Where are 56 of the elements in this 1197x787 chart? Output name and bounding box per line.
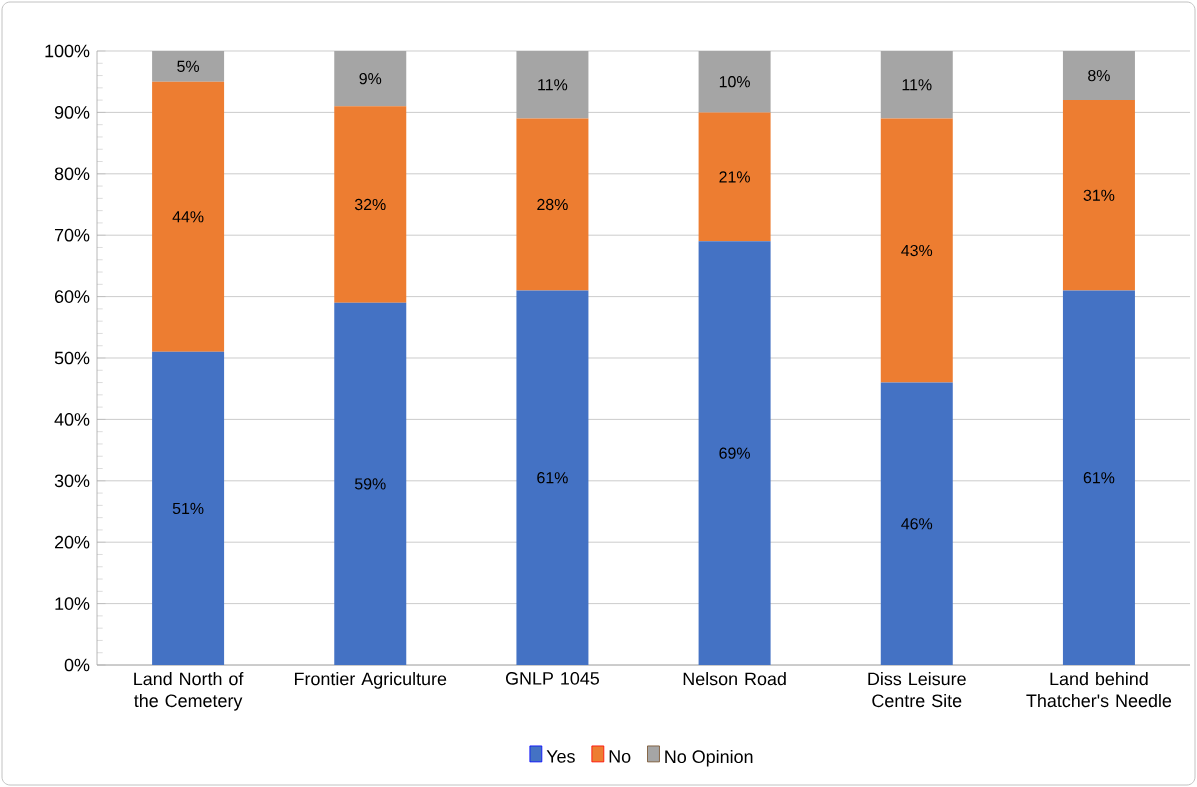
data-label: 31%: [1083, 189, 1115, 201]
y-tick-label: 0%: [64, 658, 90, 672]
bar: [152, 351, 225, 665]
data-label: 59%: [354, 478, 386, 490]
y-tick-label: 70%: [54, 228, 90, 242]
data-label: 21%: [719, 171, 750, 183]
data-label: 11%: [538, 79, 568, 91]
data-label: 32%: [354, 198, 386, 211]
bar: [334, 50, 407, 107]
bar: [880, 382, 953, 665]
y-tick-label: 10%: [55, 597, 90, 610]
data-label: 61%: [1083, 472, 1115, 484]
bar: [334, 106, 407, 303]
y-tick-label: 50%: [54, 351, 90, 365]
x-tick-label: GNLP 1045: [505, 672, 600, 685]
bar: [152, 50, 225, 82]
bar: [1062, 290, 1135, 665]
y-tick-label: 60%: [54, 290, 90, 303]
x-tick-label: Land North of the Cemetery: [134, 672, 244, 711]
bar: [698, 241, 771, 665]
data-label: 61%: [537, 472, 568, 484]
data-label: 9%: [359, 72, 382, 85]
data-label: 46%: [901, 518, 933, 530]
data-label: 28%: [537, 198, 568, 211]
data-label: 8%: [1088, 69, 1110, 82]
bar: [516, 290, 589, 665]
x-tick-label: Nelson Road: [683, 672, 786, 686]
bar: [516, 118, 589, 291]
bar: [698, 50, 771, 113]
y-tick-label: 90%: [54, 106, 90, 119]
data-label: 11%: [902, 79, 932, 91]
bar: [334, 302, 407, 665]
bar: [880, 50, 953, 119]
data-label: 5%: [177, 60, 200, 72]
bar: [698, 112, 771, 242]
x-tick-label: Land behind Thatcher's Needle: [1026, 672, 1172, 708]
legend-label: Yes: [546, 750, 575, 763]
bar: [516, 50, 589, 119]
y-tick-label: 80%: [54, 167, 90, 181]
bar: [880, 118, 953, 383]
legend-label: No Opinion: [665, 749, 753, 767]
y-tick-label: 100%: [45, 44, 90, 58]
bar: [1062, 50, 1135, 101]
data-label: 43%: [901, 244, 933, 257]
data-label: 69%: [719, 447, 750, 459]
data-label: 51%: [172, 502, 204, 515]
y-tick-label: 20%: [54, 535, 90, 549]
y-tick-label: 40%: [54, 413, 90, 426]
y-tick-label: 30%: [54, 474, 90, 488]
data-label: 10%: [719, 76, 750, 88]
data-label: 44%: [172, 211, 204, 223]
bar: [152, 81, 225, 352]
x-tick-label: Frontier Agriculture: [294, 672, 447, 689]
x-tick-label: Diss Leisure Centre Site: [868, 672, 966, 708]
bar: [1062, 100, 1135, 291]
legend-label: No: [609, 750, 631, 763]
